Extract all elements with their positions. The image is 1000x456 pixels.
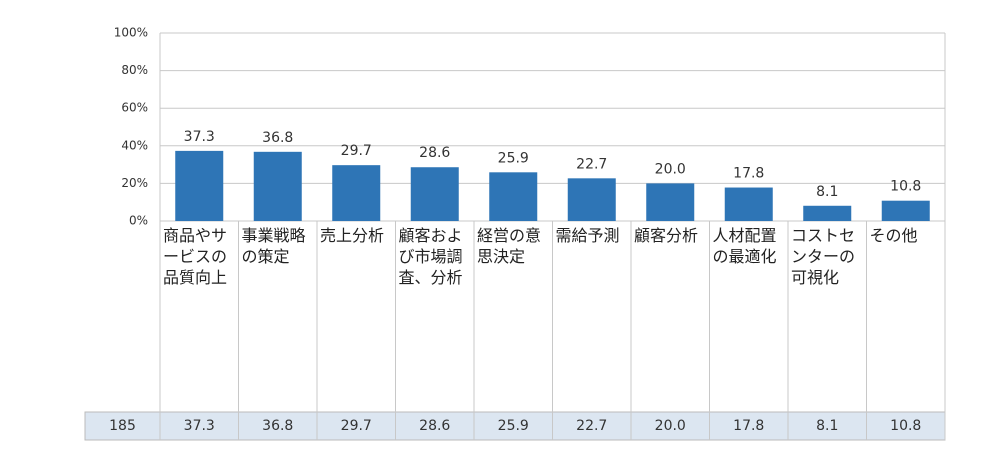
table-cell: 185 bbox=[109, 418, 136, 434]
x-tick-label: 人材配置の最適化 bbox=[712, 226, 777, 266]
x-tick-label: コストセンターの可視化 bbox=[791, 226, 856, 287]
table-cell: 17.8 bbox=[733, 418, 764, 434]
table-row-bg bbox=[84, 411, 946, 441]
data-label: 28.6 bbox=[419, 145, 450, 161]
data-label: 17.8 bbox=[733, 166, 764, 182]
bar bbox=[567, 178, 616, 221]
data-label: 8.1 bbox=[816, 184, 838, 200]
table-cell: 22.7 bbox=[576, 418, 607, 434]
table-cell: 8.1 bbox=[816, 418, 838, 434]
y-tick-label: 80% bbox=[121, 63, 148, 77]
table-cell: 29.7 bbox=[341, 418, 372, 434]
data-label: 10.8 bbox=[890, 179, 921, 195]
x-tick-label: 顧客および市場調査、分析 bbox=[398, 226, 463, 287]
bar bbox=[175, 150, 224, 221]
bar bbox=[489, 172, 538, 221]
x-tick-label: 商品やサービスの品質向上 bbox=[163, 226, 228, 287]
table-cell: 36.8 bbox=[262, 418, 293, 434]
y-tick-label: 100% bbox=[114, 26, 148, 40]
x-tick-label: 事業戦略の策定 bbox=[241, 226, 306, 266]
data-label: 36.8 bbox=[262, 130, 293, 146]
y-tick-label: 60% bbox=[121, 101, 148, 115]
bar bbox=[803, 205, 852, 221]
data-label: 29.7 bbox=[341, 143, 372, 159]
bar bbox=[881, 200, 930, 221]
y-tick-label: 0% bbox=[129, 214, 148, 228]
data-label: 22.7 bbox=[576, 156, 607, 172]
y-tick-label: 40% bbox=[121, 138, 148, 152]
table-cell: 28.6 bbox=[419, 418, 450, 434]
x-tick-label: 顧客分析 bbox=[634, 226, 699, 245]
data-label: 20.0 bbox=[655, 161, 686, 177]
x-tick-label: 需給予測 bbox=[555, 226, 620, 245]
table-cell: 25.9 bbox=[498, 418, 529, 434]
y-tick-label: 20% bbox=[121, 176, 148, 190]
x-tick-label: その他 bbox=[869, 226, 918, 245]
bar bbox=[253, 151, 302, 221]
bar bbox=[646, 183, 695, 221]
data-label: 37.3 bbox=[184, 129, 215, 145]
bar bbox=[724, 187, 773, 221]
bar bbox=[410, 167, 459, 221]
table-cell: 37.3 bbox=[184, 418, 215, 434]
x-tick-label: 売上分析 bbox=[320, 226, 385, 245]
bar bbox=[332, 165, 381, 221]
data-label: 25.9 bbox=[498, 150, 529, 166]
table-cell: 20.0 bbox=[655, 418, 686, 434]
table-cell: 10.8 bbox=[890, 418, 921, 434]
x-tick-label: 経営の意思決定 bbox=[477, 226, 542, 266]
